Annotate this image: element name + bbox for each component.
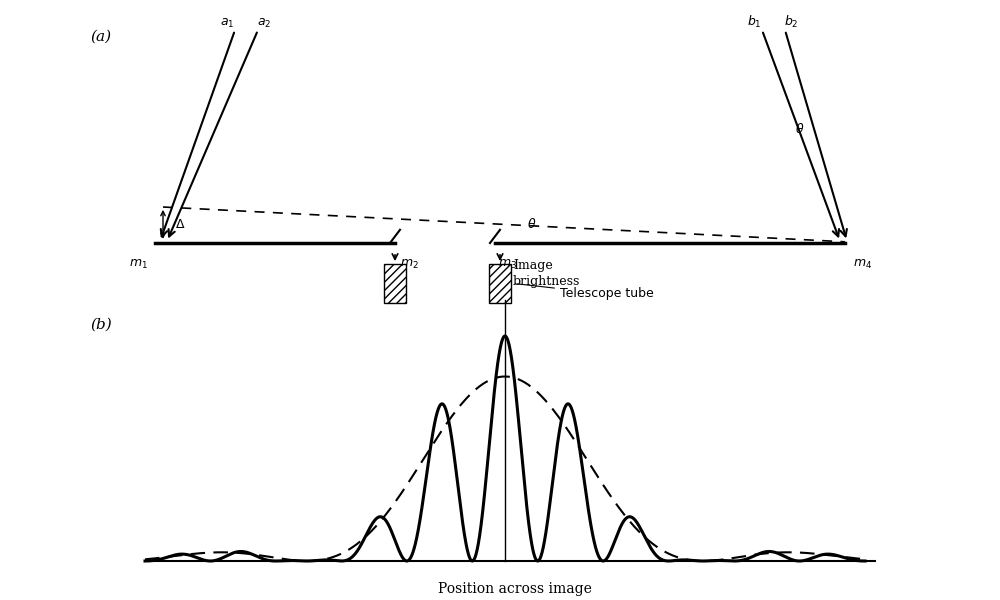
Text: Telescope tube: Telescope tube	[517, 284, 654, 301]
Bar	[489, 264, 511, 303]
Text: $m_1$: $m_1$	[129, 258, 148, 271]
Text: Position across image: Position across image	[438, 582, 592, 596]
Bar	[384, 264, 406, 303]
Text: $b_2$: $b_2$	[784, 14, 798, 30]
Text: $\theta$: $\theta$	[795, 122, 804, 136]
Text: $a_1$: $a_1$	[220, 17, 234, 30]
Text: $b_1$: $b_1$	[747, 14, 761, 30]
Text: $m_3$: $m_3$	[498, 258, 517, 271]
Text: $m_4$: $m_4$	[853, 258, 872, 271]
Text: $a_2$: $a_2$	[257, 17, 271, 30]
Text: (a): (a)	[90, 30, 111, 44]
Text: $\Delta$: $\Delta$	[175, 218, 185, 231]
Text: $\theta$: $\theta$	[527, 217, 536, 231]
Text: (b): (b)	[90, 318, 112, 332]
Text: Image
brightness: Image brightness	[513, 259, 580, 288]
Text: $m_2$: $m_2$	[400, 258, 419, 271]
